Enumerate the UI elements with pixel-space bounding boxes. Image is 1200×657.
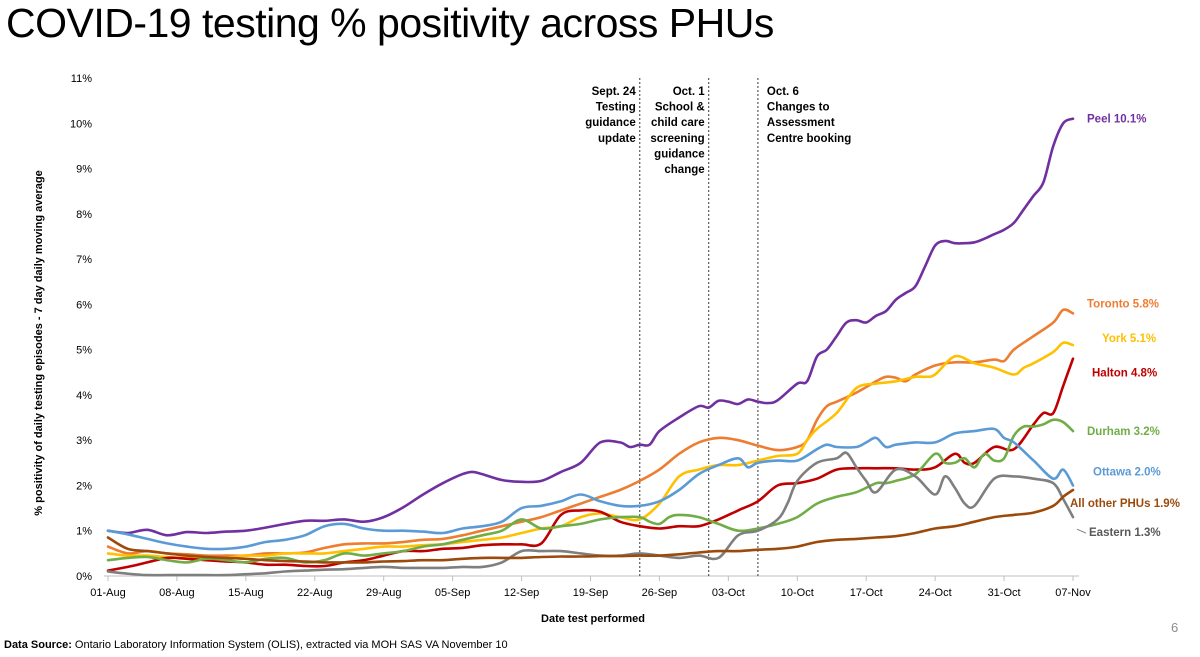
annotation-text: School & xyxy=(655,102,705,114)
annotation-text: Oct. 6 xyxy=(767,86,799,98)
x-tick-label: 22-Aug xyxy=(297,587,332,599)
series-label-halton: Halton 4.8% xyxy=(1092,368,1157,380)
annotation-text: Oct. 1 xyxy=(673,86,706,98)
chart-axes: 0% 1% 2% 3% 4% 5% 6% 7% 8% 9% 10% 11% 01-Aug 08-Aug 15… xyxy=(33,73,1091,625)
y-tick-label: 6% xyxy=(76,299,92,311)
x-tick-label: 08-Aug xyxy=(159,587,194,599)
page-title: COVID-19 testing % positivity across PHU… xyxy=(6,0,774,46)
annotation-text: guidance xyxy=(654,148,704,160)
series-labels: Peel 10.1% Toronto 5.8% York 5.1% Halton 4.… xyxy=(1070,114,1180,539)
y-tick-label: 0% xyxy=(76,571,92,583)
series-line-peel xyxy=(106,117,1075,537)
x-tick-label: 19-Sep xyxy=(573,587,608,599)
x-tick-label: 10-Oct xyxy=(781,587,814,599)
data-source-text: Ontario Laboratory Information System (O… xyxy=(74,639,508,651)
series-line-eastern xyxy=(106,451,1075,577)
x-tick-label: 24-Oct xyxy=(919,587,952,599)
annotation-text: Centre booking xyxy=(767,133,851,145)
x-tick-label: 01-Aug xyxy=(90,587,125,599)
y-tick-label: 3% xyxy=(76,435,92,447)
y-tick-label: 7% xyxy=(76,254,92,266)
y-tick-label: 11% xyxy=(71,73,92,85)
annotation-text: guidance xyxy=(585,117,635,129)
x-tick-label: 31-Oct xyxy=(988,587,1021,599)
series-line-ottawa xyxy=(106,427,1075,551)
line-chart: 0% 1% 2% 3% 4% 5% 6% 7% 8% 9% 10% 11% 01-Aug 08-Aug 15… xyxy=(33,73,1180,625)
chart-series xyxy=(106,117,1075,577)
x-tick-label: 17-Oct xyxy=(850,587,883,599)
series-line-toronto xyxy=(106,308,1075,558)
x-tick-label: 03-Oct xyxy=(712,587,745,599)
x-tick-label: 12-Sep xyxy=(504,587,539,599)
annotation-text: screening xyxy=(650,133,704,145)
x-axis-title: Date test performed xyxy=(541,613,645,625)
series-line-all-other-phus xyxy=(106,488,1075,564)
series-line-york xyxy=(106,341,1075,561)
x-tick-label: 29-Aug xyxy=(366,587,401,599)
series-label-leader-eastern xyxy=(1076,528,1087,534)
y-tick-label: 5% xyxy=(76,345,92,357)
y-tick-label: 4% xyxy=(76,390,92,402)
series-label-ottawa: Ottawa 2.0% xyxy=(1093,466,1161,478)
series-label-durham: Durham 3.2% xyxy=(1087,426,1160,438)
page-number: 6 xyxy=(1171,620,1179,635)
y-tick-label: 10% xyxy=(70,118,92,130)
annotation-text: Sept. 24 xyxy=(592,86,637,98)
data-source-note: Data Source: Ontario Laboratory Informat… xyxy=(4,639,508,651)
series-label-all-other-phus: All other PHUs 1.9% xyxy=(1070,498,1180,510)
y-tick-label: 9% xyxy=(76,164,92,176)
series-label-eastern: Eastern 1.3% xyxy=(1089,527,1161,539)
annotation-text: child care xyxy=(651,117,705,129)
y-tick-label: 2% xyxy=(76,480,92,492)
series-label-york: York 5.1% xyxy=(1102,333,1156,345)
annotation-text: change xyxy=(664,164,704,176)
x-tick-label: 05-Sep xyxy=(435,587,470,599)
data-source-label: Data Source: xyxy=(4,639,72,651)
series-label-peel: Peel 10.1% xyxy=(1087,114,1146,126)
x-tick-label: 15-Aug xyxy=(228,587,263,599)
y-axis-title: % positivity of daily testing episodes -… xyxy=(33,170,45,515)
series-line-halton xyxy=(106,357,1075,572)
annotation-text: Testing xyxy=(596,102,636,114)
series-label-toronto: Toronto 5.8% xyxy=(1087,298,1159,310)
y-tick-label: 8% xyxy=(76,209,92,221)
annotation-text: Changes to xyxy=(767,102,830,114)
y-tick-label: 1% xyxy=(76,526,92,538)
annotation-text: Assessment xyxy=(767,117,835,129)
chart-annotations: Sept. 24 Testing guidance update Oct. 1 Schoo… xyxy=(585,78,851,576)
x-tick-label: 26-Sep xyxy=(642,587,677,599)
x-tick-label: 07-Nov xyxy=(1055,587,1091,599)
annotation-text: update xyxy=(598,133,636,145)
